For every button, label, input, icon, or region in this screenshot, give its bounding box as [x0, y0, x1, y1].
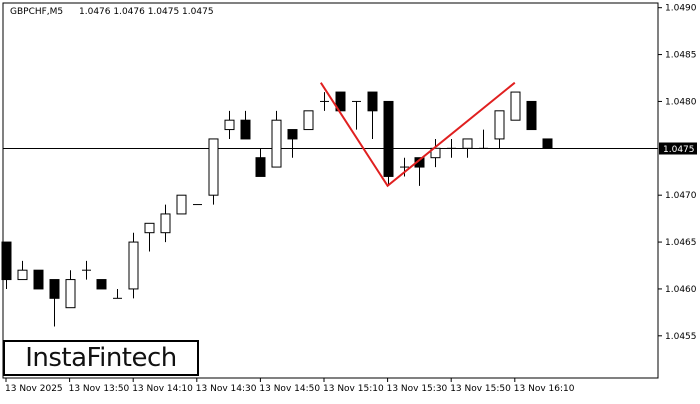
candle-body [176, 194, 187, 215]
chart-symbol: GBPCHF,M5 [10, 7, 63, 17]
candle [303, 110, 314, 131]
candle [479, 129, 488, 149]
candle-body [128, 241, 139, 290]
y-axis: 1.0490 1.0485 1.0480 1.0470 1.0465 1.0460 1.04… [658, 4, 697, 342]
candle-body [271, 119, 282, 168]
y-tick-label: 1.0480 [665, 97, 697, 107]
candle-body [367, 91, 378, 112]
candle-body [65, 279, 76, 309]
candle [320, 92, 329, 111]
candle [447, 138, 456, 158]
y-tick-label: 1.0485 [665, 51, 697, 61]
candle [33, 269, 44, 290]
x-tick-label: 13 Nov 15:30 [387, 384, 448, 394]
candle [96, 279, 107, 290]
candle-body [33, 269, 44, 290]
brand-logo: InstaFintech [3, 340, 199, 376]
candle-body [303, 110, 314, 131]
y-tick-label: 1.0465 [665, 238, 697, 248]
x-tick-label: 13 Nov 14:30 [196, 384, 257, 394]
price-tag-bg [659, 142, 697, 155]
candle-body [542, 138, 553, 149]
candle-body [494, 110, 505, 140]
x-tick-label: 13 Nov 14:50 [259, 384, 320, 394]
candle [49, 279, 60, 327]
candle-body [255, 157, 266, 177]
candle-body [335, 91, 346, 112]
candle [128, 232, 139, 299]
x-tick-label: 13 Nov 15:10 [323, 384, 384, 394]
candle-body [160, 213, 171, 234]
chart-ohlc: 1.0476 1.0476 1.0475 1.0475 [79, 7, 214, 17]
x-axis: 13 Nov 2025 13 Nov 13:50 13 Nov 14:10 13 No… [5, 378, 575, 394]
candle [224, 110, 235, 139]
candle-body [17, 269, 28, 281]
price-tag-label: 1.0475 [663, 145, 695, 155]
candle [367, 91, 378, 139]
candle [430, 138, 441, 168]
candle [144, 222, 155, 252]
candle [510, 91, 521, 121]
candle-body [526, 100, 537, 131]
candle-body [240, 119, 251, 140]
candle [176, 194, 187, 215]
current-price-tag: 1.0475 [659, 142, 697, 155]
candle-body [462, 138, 473, 149]
y-tick-label: 1.0490 [665, 4, 697, 14]
candle [255, 148, 266, 177]
candle-body [510, 91, 521, 121]
candle-body [430, 147, 441, 159]
candle [208, 138, 219, 205]
candle [383, 100, 394, 186]
candle [542, 138, 553, 149]
x-tick-label: 13 Nov 2025 [5, 384, 63, 394]
x-tick-label: 13 Nov 14:10 [132, 384, 193, 394]
plot-frame [2, 2, 659, 379]
x-tick-label: 13 Nov 16:10 [514, 384, 575, 394]
candle-body [49, 279, 60, 299]
candle [65, 270, 76, 309]
candle-body [96, 279, 107, 290]
x-tick-label: 13 Nov 15:50 [450, 384, 511, 394]
candle-body [383, 100, 394, 177]
pattern-line [319, 81, 516, 188]
candles [1, 91, 553, 327]
candle-body [144, 222, 155, 234]
candle-body [224, 119, 235, 131]
candle [240, 110, 251, 140]
candle [526, 100, 537, 131]
candle [287, 129, 298, 158]
candle [1, 241, 12, 289]
candle [82, 260, 91, 280]
candle-body [1, 241, 12, 281]
candle [494, 110, 505, 149]
candle [335, 91, 346, 112]
candle [160, 204, 171, 243]
candle-body [287, 129, 298, 140]
x-tick-label: 13 Nov 13:50 [69, 384, 130, 394]
candle [113, 288, 122, 299]
logo-text: InstaFintech [25, 343, 177, 373]
y-tick-label: 1.0455 [665, 332, 697, 342]
y-tick-label: 1.0460 [665, 285, 697, 295]
y-tick-label: 1.0470 [665, 191, 697, 201]
candle [352, 100, 361, 130]
candle [462, 138, 473, 158]
candle [17, 260, 28, 281]
candle-body [208, 138, 219, 196]
candle [271, 110, 282, 168]
